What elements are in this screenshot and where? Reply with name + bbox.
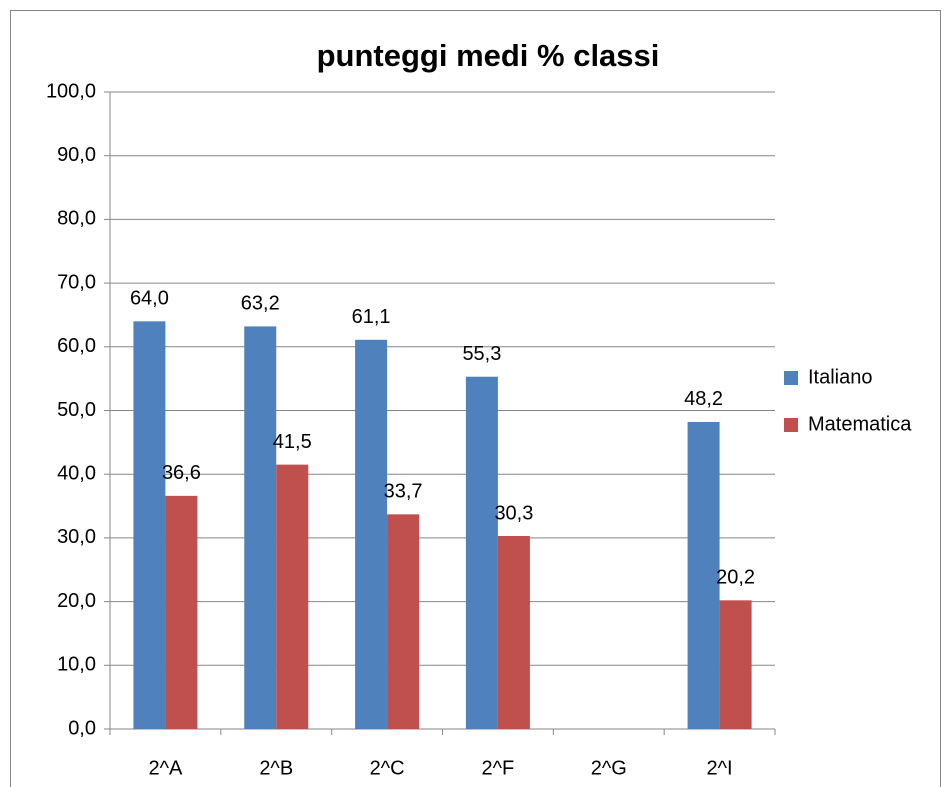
bar xyxy=(687,421,720,729)
bar xyxy=(244,326,277,729)
chart-title: punteggi medi % classi xyxy=(317,38,660,73)
y-tick-label: 0,0 xyxy=(68,717,96,739)
legend-label: Matematica xyxy=(808,413,912,435)
x-tick-label: 2^I xyxy=(707,757,733,779)
x-tick-label: 2^A xyxy=(148,757,183,779)
y-tick-label: 20,0 xyxy=(57,590,96,612)
bar xyxy=(387,514,420,729)
data-label: 30,3 xyxy=(494,502,533,524)
y-tick-label: 80,0 xyxy=(57,208,96,230)
y-tick-label: 30,0 xyxy=(57,526,96,548)
bar xyxy=(497,535,530,729)
legend-label: Italiano xyxy=(808,366,873,388)
y-tick-label: 100,0 xyxy=(46,80,96,102)
legend-swatch xyxy=(784,371,798,385)
data-label: 63,2 xyxy=(241,293,280,315)
bar xyxy=(165,495,198,729)
data-label: 20,2 xyxy=(716,567,755,589)
bar xyxy=(355,339,388,729)
x-tick-label: 2^G xyxy=(591,757,627,779)
y-tick-label: 70,0 xyxy=(57,271,96,293)
y-tick-label: 10,0 xyxy=(57,654,96,676)
y-tick-label: 60,0 xyxy=(57,335,96,357)
data-label: 64,0 xyxy=(130,288,169,310)
legend-swatch xyxy=(784,418,798,432)
data-label: 36,6 xyxy=(162,462,201,484)
data-label: 41,5 xyxy=(273,431,312,453)
y-tick-label: 90,0 xyxy=(57,144,96,166)
x-tick-label: 2^F xyxy=(482,757,515,779)
x-tick-label: 2^B xyxy=(259,757,293,779)
data-label: 33,7 xyxy=(384,481,423,503)
bar xyxy=(276,464,309,729)
y-tick-label: 50,0 xyxy=(57,399,96,421)
bar xyxy=(465,376,498,729)
data-label: 48,2 xyxy=(684,388,723,410)
y-tick-label: 40,0 xyxy=(57,462,96,484)
x-tick-label: 2^C xyxy=(370,757,405,779)
data-label: 55,3 xyxy=(462,343,501,365)
bar xyxy=(719,600,752,729)
bar xyxy=(133,321,166,729)
data-label: 61,1 xyxy=(352,306,391,328)
